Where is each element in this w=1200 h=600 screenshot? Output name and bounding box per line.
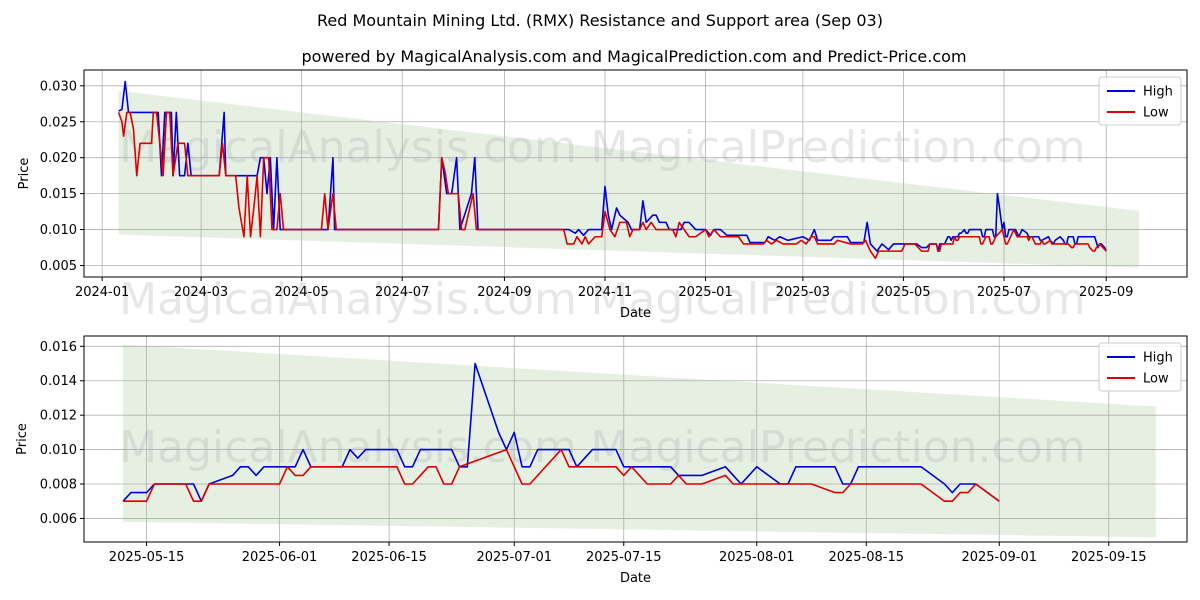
y-tick-label: 0.006 [40,512,77,527]
y-tick-label: 0.008 [40,478,77,493]
x-tick-label: 2025-05-15 [109,550,185,565]
x-tick-label: 2025-01 [678,285,732,300]
x-tick-label: 2025-07 [977,285,1031,300]
y-axis-label: Price [17,158,32,190]
x-tick-label: 2024-03 [174,285,228,300]
y-tick-label: 0.005 [40,259,77,274]
x-tick-label: 2025-06-01 [242,550,318,565]
x-tick-label: 2024-09 [477,285,531,300]
watermark-text: MagicalAnalysis.com [119,122,577,173]
y-tick-label: 0.010 [40,223,77,238]
legend-label-high: High [1143,85,1173,100]
series-line-low [123,448,1000,503]
series-line-low [117,111,1107,260]
y-tick-label: 0.014 [40,374,77,389]
x-tick-label: 2025-07-01 [476,550,552,565]
x-tick-label: 2024-05 [274,285,328,300]
x-tick-label: 2025-07-15 [586,550,662,565]
y-axis-label: Price [15,423,30,455]
legend-label-low: Low [1143,372,1169,387]
x-tick-label: 2025-06-15 [351,550,427,565]
series-line-high [118,80,1107,252]
y-tick-label: 0.025 [40,115,77,130]
legend: High Low [1098,342,1182,392]
axes-frame [83,69,1188,278]
y-tick-label: 0.010 [40,443,77,458]
x-tick-label: 2025-09-01 [961,550,1037,565]
x-tick-label: 2025-09-15 [1071,550,1147,565]
top-panel: MagicalAnalysis.com MagicalPrediction.com… [17,69,1188,325]
y-tick-label: 0.016 [40,340,77,355]
y-tick-label: 0.012 [40,409,77,424]
x-tick-label: 2025-05 [876,285,930,300]
chart-subtitle: powered by MagicalAnalysis.com and Magic… [301,47,966,66]
y-tick-label: 0.030 [40,79,77,94]
x-tick-label: 2025-09 [1079,285,1133,300]
support-resistance-band [118,90,1140,268]
chart-title: Red Mountain Mining Ltd. (RMX) Resistanc… [317,11,883,30]
watermark-text: MagicalAnalysis.com [119,422,577,473]
x-tick-label: 2025-08-15 [828,550,904,565]
support-resistance-band [123,344,1156,538]
axes-frame [83,335,1188,543]
legend-label-low: Low [1143,106,1169,121]
bottom-panel: MagicalAnalysis.com MagicalPrediction.com… [15,335,1188,586]
x-tick-label: 2025-03 [776,285,830,300]
x-tick-label: 2024-11 [578,285,632,300]
x-axis-label: Date [620,571,651,586]
watermark-text: MagicalPrediction.com [591,422,1086,473]
legend: High Low [1098,76,1182,126]
y-tick-label: 0.020 [40,151,77,166]
legend-label-high: High [1143,351,1173,366]
watermark-text: MagicalAnalysis.com [119,274,577,325]
y-tick-label: 0.015 [40,187,77,202]
x-tick-label: 2025-08-01 [719,550,795,565]
x-tick-label: 2024-07 [375,285,429,300]
x-axis-label: Date [620,306,651,321]
watermark-text: MagicalPrediction.com [591,122,1086,173]
watermark-text: MagicalPrediction.com [591,274,1086,325]
x-tick-label: 2024-01 [75,285,129,300]
